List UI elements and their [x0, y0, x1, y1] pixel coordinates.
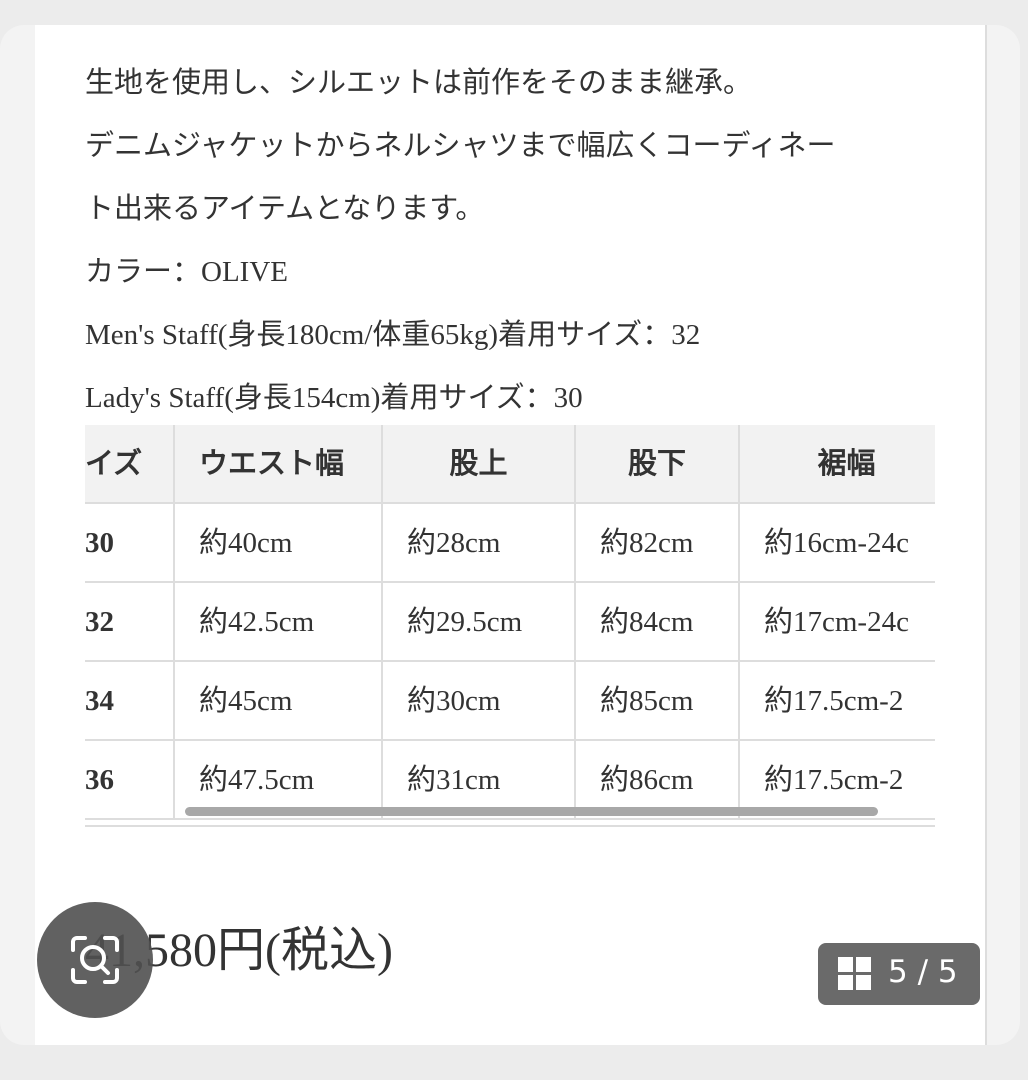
table-cell: 約17cm-24c: [740, 583, 935, 662]
table-cell: 約16cm-24c: [740, 504, 935, 583]
table-header: ウエスト幅: [175, 425, 383, 504]
table-cell: 約30cm: [383, 662, 576, 741]
table-cell: 34: [85, 662, 175, 741]
image-counter[interactable]: 5 / 5: [818, 943, 980, 1005]
table-cell: 30: [85, 504, 175, 583]
description-line: デニムジャケットからネルシャツまで幅広くコーディネー: [85, 130, 836, 162]
table-header: 裾幅: [740, 425, 935, 504]
table-cell: 約28cm: [383, 504, 576, 583]
counter-text: 5 / 5: [888, 954, 958, 990]
table-cell: 約40cm: [175, 504, 383, 583]
description-line: ト出来るアイテムとなります。: [85, 193, 485, 225]
grid-icon: [838, 957, 871, 990]
table-cell: 約29.5cm: [383, 583, 576, 662]
description-line: Men's Staff(身長180cm/体重65kg)着用サイズ：32: [85, 319, 701, 351]
table-cell: 約42.5cm: [175, 583, 383, 662]
content: イズ ウエスト幅 股上 股下 裾幅 30 約40cm 約28cm 約82cm 約16cm-24c 3…: [35, 25, 987, 1045]
table-cell: 約82cm: [576, 504, 740, 583]
card: イズ ウエスト幅 股上 股下 裾幅 30 約40cm 約28cm 約82cm 約16cm-24c 3…: [0, 25, 1020, 1045]
table-cell: 約84cm: [576, 583, 740, 662]
table-cell: 約31cm: [383, 741, 576, 820]
zoom-icon: [71, 936, 119, 984]
table-cell: 約17.5cm-2: [740, 741, 935, 820]
table-cell: 32: [85, 583, 175, 662]
table-cell: 約17.5cm-2: [740, 662, 935, 741]
table-header: イズ: [85, 425, 175, 504]
description-line: Lady's Staff(身長154cm)着用サイズ：30: [85, 382, 583, 414]
table-cell: 36: [85, 741, 175, 820]
table-cell: 約45cm: [175, 662, 383, 741]
table-cell: 約85cm: [576, 662, 740, 741]
table-cell: 約47.5cm: [175, 741, 383, 820]
description-line: 生地を使用し、シルエットは前作をそのまま継承。: [85, 67, 753, 99]
table-cell: 約86cm: [576, 741, 740, 820]
description-line: カラー：OLIVE: [85, 256, 288, 288]
zoom-button[interactable]: [37, 902, 153, 1018]
size-table: イズ ウエスト幅 股上 股下 裾幅 30 約40cm 約28cm 約82cm 約16cm-24c 3…: [85, 425, 935, 827]
table-header: 股上: [383, 425, 576, 504]
scrollbar[interactable]: [185, 807, 878, 816]
table-header: 股下: [576, 425, 740, 504]
